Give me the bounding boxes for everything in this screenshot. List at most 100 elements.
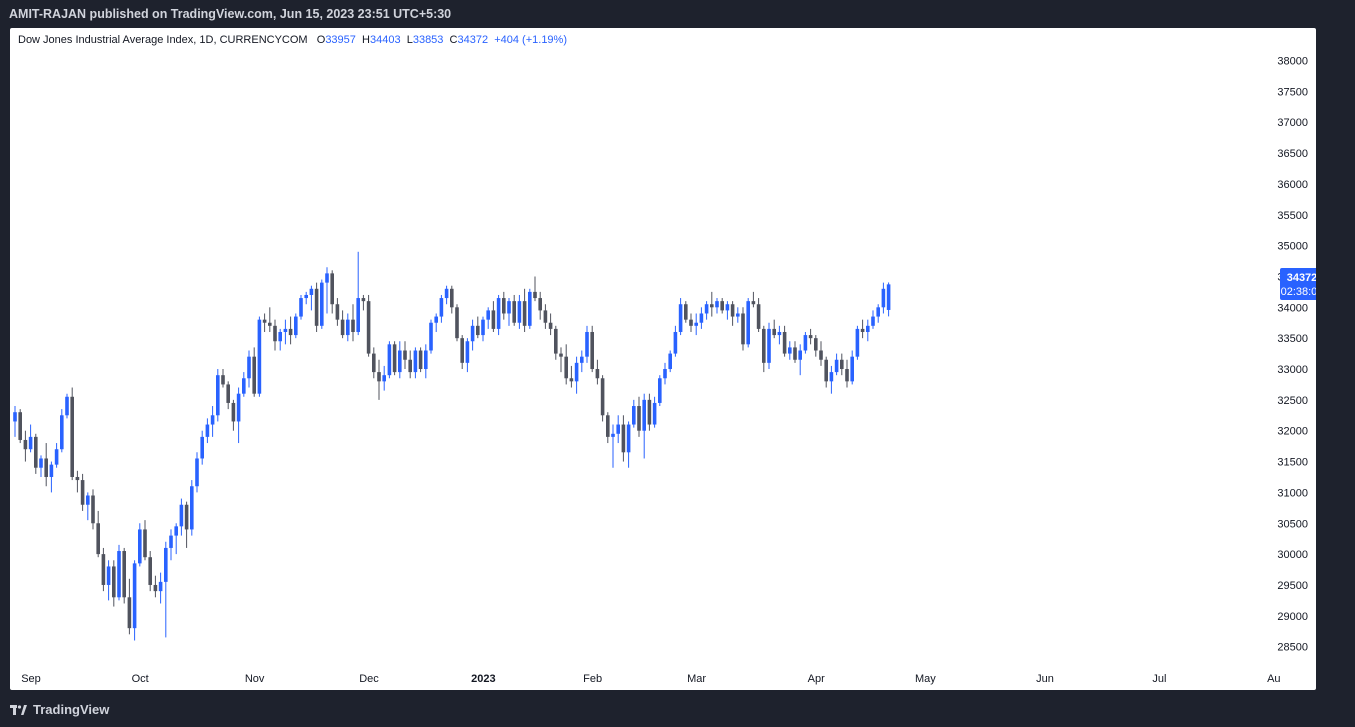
candle-body xyxy=(751,301,756,305)
candle-body xyxy=(117,551,121,598)
candle-body xyxy=(455,307,459,339)
candle-body xyxy=(470,325,475,342)
candle-body xyxy=(746,301,750,345)
y-tick-label: 31000 xyxy=(1277,487,1308,499)
candle-body xyxy=(632,406,636,425)
candle-body xyxy=(398,350,402,373)
candle-body xyxy=(148,557,152,585)
candle-body xyxy=(200,436,204,459)
x-tick-label: 2023 xyxy=(471,673,495,685)
candle-body xyxy=(361,298,366,302)
candle-body xyxy=(595,369,600,379)
y-tick-label: 29500 xyxy=(1277,580,1308,592)
candle-body xyxy=(668,353,672,370)
tradingview-logo-icon xyxy=(10,704,27,715)
candle-body xyxy=(829,372,834,382)
open-value: 33957 xyxy=(325,34,356,46)
candle-body xyxy=(179,504,184,527)
candle-body xyxy=(439,298,444,317)
publish-header: AMIT-RAJAN published on TradingView.com,… xyxy=(0,0,1355,28)
candle-body xyxy=(522,301,527,326)
candle-body xyxy=(460,338,464,363)
candle-body xyxy=(533,291,537,299)
candle-body xyxy=(247,356,251,379)
chart-panel[interactable]: 3800037500370003650036000355003500034500… xyxy=(10,28,1316,690)
candle-body xyxy=(106,566,111,585)
y-tick-label: 28500 xyxy=(1277,642,1308,654)
y-tick-label: 33000 xyxy=(1277,364,1308,376)
candle-body xyxy=(808,335,813,339)
candle-body xyxy=(611,433,615,437)
candle-body xyxy=(112,566,116,598)
candle-body xyxy=(621,424,626,453)
candle-body xyxy=(18,412,22,440)
symbol-name: Dow Jones Industrial Average Index, 1D, … xyxy=(18,34,308,46)
candle-body xyxy=(673,331,678,354)
candle-body xyxy=(44,458,48,477)
low-label: L xyxy=(406,34,413,46)
candle-body xyxy=(242,378,246,394)
candle-body xyxy=(450,288,454,308)
candle-body xyxy=(299,298,303,317)
candle-body xyxy=(845,369,849,382)
candle-body xyxy=(304,294,308,299)
candle-body xyxy=(257,319,262,394)
y-tick-label: 32500 xyxy=(1277,395,1308,407)
candle-body xyxy=(91,495,95,524)
candle-body xyxy=(184,504,189,530)
candle-body xyxy=(23,439,28,450)
x-tick-label: Apr xyxy=(808,673,825,685)
candle-body xyxy=(725,304,730,311)
candle-body xyxy=(855,328,860,357)
y-tick-label: 29000 xyxy=(1277,611,1308,623)
candle-body xyxy=(408,359,412,373)
candle-body xyxy=(720,301,724,311)
candle-body xyxy=(325,273,329,283)
y-tick-label: 33500 xyxy=(1277,333,1308,345)
candle-body xyxy=(65,396,69,416)
footer-bar: TradingView xyxy=(0,690,1355,727)
candle-body xyxy=(606,415,610,437)
x-tick-label: Au xyxy=(1267,673,1280,685)
y-tick-label: 30500 xyxy=(1277,518,1308,530)
candle-body xyxy=(491,310,496,329)
close-label: C xyxy=(449,34,458,46)
candle-body xyxy=(538,298,542,311)
candle-body xyxy=(309,288,314,295)
candle-body xyxy=(174,526,178,536)
candlestick-chart[interactable]: 3800037500370003650036000355003500034500… xyxy=(10,28,1316,690)
tradingview-logo[interactable]: TradingView xyxy=(10,702,109,717)
candle-body xyxy=(221,375,225,385)
time-axis: Sep Oct Nov Dec 2023 Feb Mar Apr May Jun Jul Au xyxy=(21,673,1280,685)
candle-body xyxy=(210,415,215,425)
candle-body xyxy=(486,310,490,320)
candle-body xyxy=(80,480,85,505)
candle-body xyxy=(418,350,423,370)
candle-body xyxy=(554,328,558,354)
candle-body xyxy=(476,325,480,336)
candle-body xyxy=(736,313,740,317)
candle-body xyxy=(860,328,865,332)
candle-body xyxy=(814,338,818,351)
candle-body xyxy=(39,458,43,468)
candle-body xyxy=(382,375,386,382)
candle-body xyxy=(512,301,516,323)
candle-body xyxy=(741,313,745,345)
candle-body xyxy=(351,319,355,332)
candle-body xyxy=(387,344,392,376)
y-tick-label: 31500 xyxy=(1277,457,1308,469)
close-value: 34372 xyxy=(457,34,489,46)
y-tick-label: 36500 xyxy=(1277,148,1308,160)
last-price-tag-bg xyxy=(1280,268,1316,300)
y-tick-label: 35500 xyxy=(1277,210,1308,222)
candle-body xyxy=(658,378,662,403)
y-tick-label: 34000 xyxy=(1277,302,1308,314)
candle-body xyxy=(502,298,506,314)
candle-body xyxy=(252,356,256,394)
candle-body xyxy=(320,282,324,326)
price-axis: 3800037500370003650036000355003500034500… xyxy=(1277,56,1308,654)
candle-body xyxy=(273,325,277,342)
candle-body xyxy=(517,301,522,323)
candle-body xyxy=(704,304,709,314)
candle-body xyxy=(528,291,532,326)
